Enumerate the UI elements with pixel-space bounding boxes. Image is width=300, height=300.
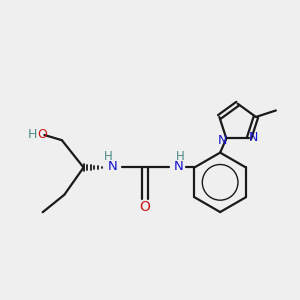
Text: N: N [249, 131, 259, 144]
Text: N: N [174, 160, 184, 173]
Text: N: N [218, 134, 227, 147]
Text: H: H [28, 128, 37, 141]
Text: H: H [104, 151, 113, 164]
Text: H: H [176, 151, 185, 164]
Text: O: O [139, 200, 150, 214]
Text: O: O [38, 128, 47, 141]
Text: N: N [107, 160, 117, 173]
